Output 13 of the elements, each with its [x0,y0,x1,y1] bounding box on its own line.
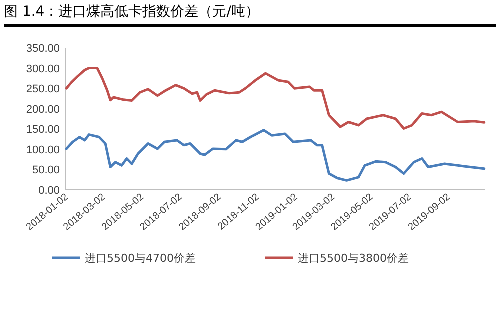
y-tick-label: 0.00 [38,185,60,197]
line-series [65,67,486,130]
y-tick-label: 200.00 [26,104,60,116]
chart-title: 图 1.4：进口煤高低卡指数价差（元/吨） [4,2,496,27]
y-tick-label: 150.00 [26,124,60,136]
legend-label: 进口5500与4700价差 [85,252,196,265]
y-tick-label: 100.00 [26,144,60,156]
y-tick-label: 300.00 [26,63,60,76]
y-tick-label: 250.00 [26,84,60,96]
y-tick-label: 50.00 [32,164,60,177]
legend-label: 进口5500与3800价差 [298,252,409,265]
y-tick-label: 350.00 [26,43,60,55]
line-series [65,129,486,182]
